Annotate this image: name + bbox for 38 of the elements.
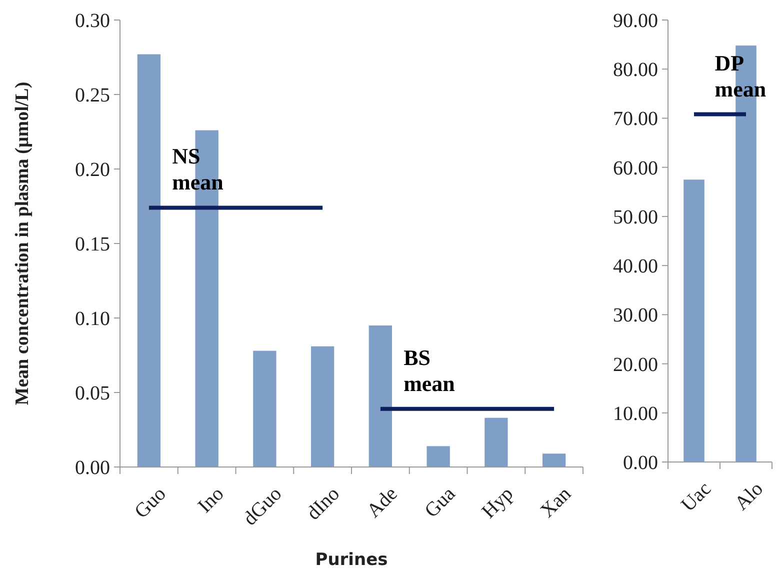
- x-tick-label: Ade: [362, 482, 402, 522]
- y-tick-label: 50.00: [613, 206, 658, 228]
- bar: [484, 418, 508, 467]
- y-tick-label: 0.05: [75, 382, 110, 404]
- bar: [253, 350, 276, 467]
- x-tick-label: Gua: [420, 482, 460, 522]
- series-label: BS mean: [404, 344, 455, 396]
- x-tick-label: Ino: [194, 482, 228, 518]
- y-tick-label: 20.00: [613, 354, 658, 376]
- series-label: NS mean: [172, 144, 224, 195]
- x-tick-label: dIno: [302, 482, 344, 524]
- y-tick-label: 0.15: [75, 234, 110, 256]
- x-tick-label: Uac: [677, 478, 716, 516]
- y-tick-label: 30.00: [613, 304, 658, 327]
- y-tick-label: 0.00: [623, 452, 658, 474]
- x-axis-title: Purines: [315, 550, 388, 570]
- bar: [542, 454, 566, 467]
- y-axis-title: Mean concentration in plasma (µmol/L): [12, 82, 33, 406]
- bar: [137, 54, 161, 467]
- bar: [310, 346, 334, 467]
- y-tick-label: 10.00: [613, 402, 658, 425]
- y-tick-label: 0.30: [75, 10, 110, 32]
- y-tick-label: 0.25: [75, 84, 110, 106]
- x-tick-label: Hyp: [478, 482, 518, 523]
- bar: [368, 325, 392, 467]
- y-tick-label: 0.00: [75, 457, 110, 479]
- y-tick-label: 40.00: [613, 256, 658, 278]
- y-tick-label: 0.10: [75, 308, 110, 330]
- x-tick-label: Alo: [730, 478, 768, 515]
- bar: [426, 446, 450, 467]
- y-tick-label: 80.00: [613, 59, 658, 82]
- x-tick-label: Guo: [130, 482, 170, 523]
- y-tick-label: 70.00: [613, 108, 658, 130]
- y-tick-label: 0.20: [75, 159, 110, 181]
- x-tick-label: Xan: [536, 482, 576, 522]
- y-tick-label: 90.00: [613, 10, 658, 32]
- y-tick-label: 60.00: [613, 157, 658, 180]
- series-label: DP mean: [714, 50, 766, 102]
